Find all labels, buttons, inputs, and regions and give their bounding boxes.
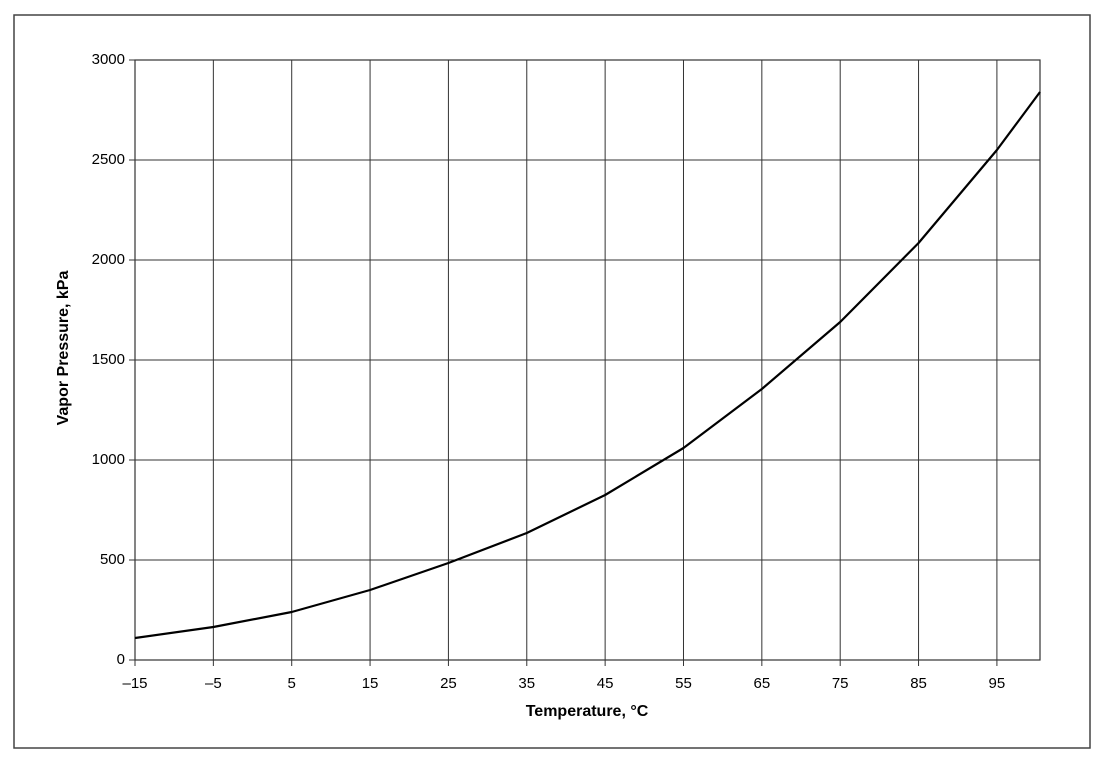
x-tick-label: 95	[989, 675, 1006, 692]
x-tick-label: –5	[205, 675, 222, 692]
x-tick-label: 5	[288, 675, 296, 692]
y-tick-label: 1000	[92, 451, 125, 468]
x-tick-label: 25	[440, 675, 457, 692]
y-tick-label: 2000	[92, 251, 125, 268]
y-tick-label: 3000	[92, 51, 125, 68]
y-tick-label: 0	[117, 651, 125, 668]
y-tick-label: 500	[100, 551, 125, 568]
x-tick-label: 85	[910, 675, 927, 692]
x-tick-label: 55	[675, 675, 692, 692]
data-line	[134, 91, 1041, 640]
x-tick-label: 15	[362, 675, 379, 692]
x-axis-title: Temperature, °C	[526, 703, 649, 720]
x-tick-label: 35	[518, 675, 535, 692]
outer-frame	[13, 14, 1091, 749]
y-axis-title: Vapor Pressure, kPa	[55, 271, 72, 426]
plot-frame	[134, 59, 1041, 661]
y-tick-label: 2500	[92, 151, 125, 168]
x-tick-label: 65	[753, 675, 770, 692]
x-tick-label: 45	[597, 675, 614, 692]
x-tick-label: 75	[832, 675, 849, 692]
x-tick-label: –15	[122, 675, 147, 692]
y-tick-label: 1500	[92, 351, 125, 368]
